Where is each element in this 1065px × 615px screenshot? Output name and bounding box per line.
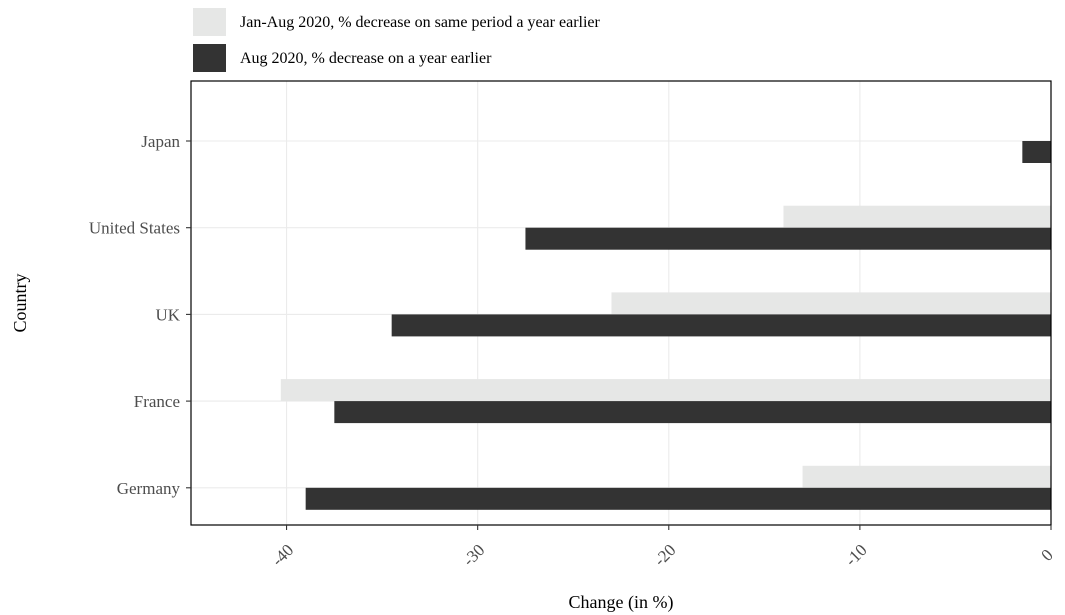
bar-japan-series-2: [1022, 141, 1051, 163]
y-tick-label: UK: [155, 305, 180, 324]
bar-united-states-series-2: [525, 227, 1051, 250]
y-axis: Japan United States UK France Germany: [89, 132, 191, 498]
y-axis-title: Country: [10, 273, 30, 332]
x-axis: -40 -30 -20 -10 0: [268, 525, 1057, 570]
bar-france-series-1: [280, 379, 1051, 402]
legend: Jan-Aug 2020, % decrease on same period …: [193, 8, 601, 72]
bar-germany-series-2: [305, 487, 1052, 510]
y-tick-label: Germany: [117, 479, 181, 498]
bars: [280, 141, 1052, 510]
bar-uk-series-2: [391, 314, 1052, 337]
legend-label-1: Jan-Aug 2020, % decrease on same period …: [240, 14, 601, 31]
y-tick-label: Japan: [141, 132, 180, 151]
bar-uk-series-1: [611, 292, 1051, 315]
bar-united-states-series-1: [783, 205, 1051, 228]
y-tick-label: France: [134, 392, 180, 411]
x-tick-label: -30: [459, 540, 488, 569]
legend-key-1: [193, 8, 226, 36]
x-tick-label: -20: [650, 540, 679, 569]
legend-key-2: [193, 44, 226, 72]
x-axis-title: Change (in %): [569, 592, 674, 613]
y-tick-label: United States: [89, 219, 180, 238]
legend-label-2: Aug 2020, % decrease on a year earlier: [240, 50, 492, 67]
x-tick-label: -10: [841, 540, 870, 569]
x-tick-label: -40: [268, 540, 297, 569]
bar-germany-series-1: [802, 465, 1051, 488]
plot-panel-border: [190, 80, 1052, 526]
bar-france-series-2: [334, 401, 1051, 424]
x-tick-label: 0: [1037, 545, 1056, 564]
